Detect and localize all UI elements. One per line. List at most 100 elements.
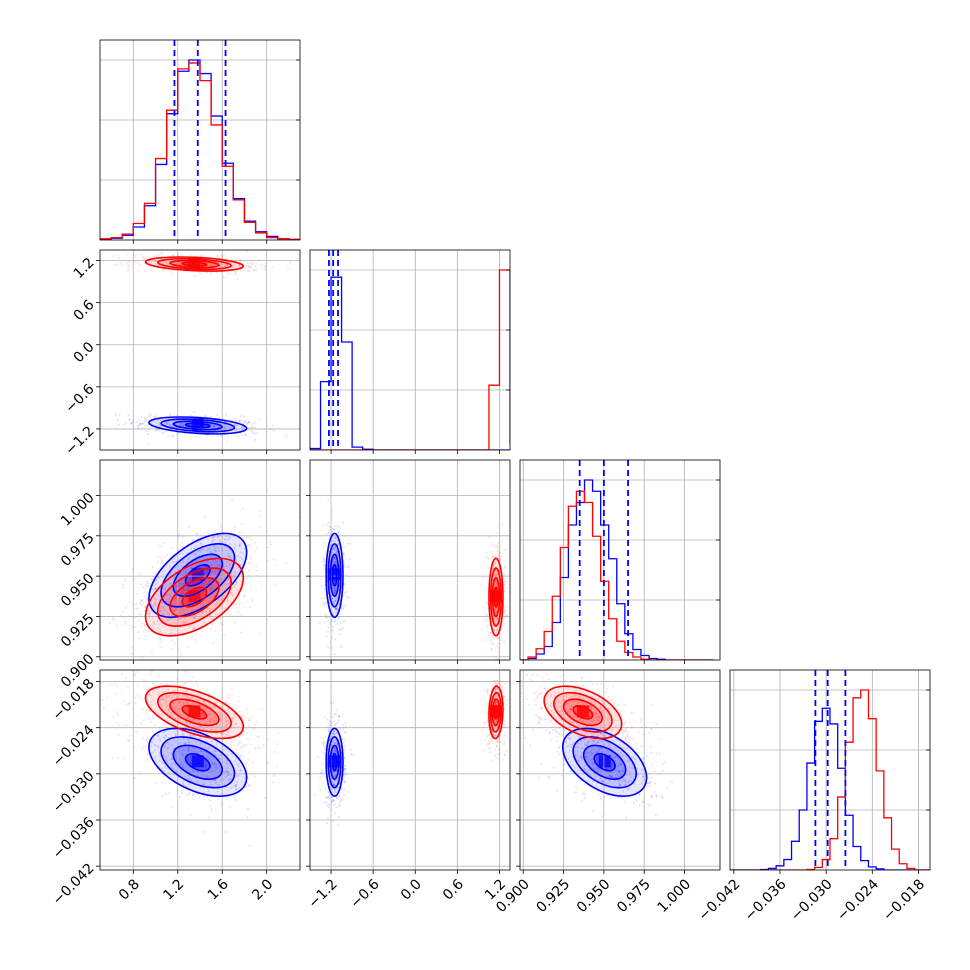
scatter-point <box>191 608 194 611</box>
scatter-point <box>324 621 327 624</box>
scatter-point <box>169 712 172 714</box>
scatter-point <box>344 767 347 770</box>
scatter-point <box>490 550 493 553</box>
scatter-point <box>334 536 337 539</box>
scatter-point <box>503 610 506 613</box>
scatter-point <box>324 597 326 600</box>
scatter-point <box>495 687 498 690</box>
scatter-point <box>489 632 492 635</box>
scatter-point <box>539 692 542 695</box>
scatter-point <box>234 423 236 426</box>
scatter-point <box>213 539 216 542</box>
scatter-point <box>576 750 579 753</box>
scatter-point <box>248 262 251 265</box>
scatter-point <box>600 707 602 710</box>
scatter-point <box>195 552 197 555</box>
scatter-point <box>250 598 253 600</box>
scatter-point <box>202 783 205 786</box>
scatter-point <box>609 775 612 778</box>
scatter-point <box>572 764 575 767</box>
scatter-point <box>224 541 227 544</box>
scatter-point <box>204 706 207 709</box>
scatter-point <box>496 740 499 743</box>
scatter-point <box>157 674 160 677</box>
scatter-point <box>590 751 593 754</box>
scatter-point <box>325 613 327 616</box>
scatter-point <box>185 695 188 698</box>
scatter-point <box>222 778 225 781</box>
scatter-point <box>236 743 239 746</box>
scatter-point <box>323 604 326 607</box>
scatter-point <box>495 611 498 614</box>
scatter-point <box>224 723 227 726</box>
scatter-point <box>213 594 216 597</box>
scatter-point <box>503 734 506 737</box>
scatter-point <box>210 587 213 590</box>
scatter-point <box>163 608 165 611</box>
scatter-point <box>211 595 214 598</box>
scatter-point <box>620 780 623 783</box>
scatter-point <box>334 561 337 563</box>
scatter-point <box>495 549 498 552</box>
scatter-point <box>503 590 506 592</box>
scatter-point <box>333 547 336 550</box>
scatter-point <box>329 623 332 625</box>
scatter-point <box>617 796 619 799</box>
scatter-point <box>331 732 334 735</box>
scatter-point <box>585 744 588 747</box>
scatter-point <box>154 623 157 626</box>
scatter-point <box>165 421 168 424</box>
scatter-point <box>194 638 197 641</box>
scatter-point <box>219 616 222 619</box>
scatter-point <box>164 734 167 737</box>
scatter-point <box>217 564 220 567</box>
scatter-point <box>272 558 275 561</box>
scatter-point <box>638 793 640 796</box>
scatter-point <box>214 584 216 587</box>
scatter-point <box>569 743 572 746</box>
scatter-point <box>349 749 352 752</box>
scatter-point <box>121 692 124 695</box>
scatter-point <box>334 742 337 745</box>
scatter-point <box>586 771 589 774</box>
scatter-point <box>327 645 330 648</box>
scatter-point <box>152 751 155 754</box>
scatter-point <box>552 711 555 714</box>
scatter-point <box>127 702 130 705</box>
scatter-point <box>336 553 339 556</box>
scatter-point <box>286 267 289 270</box>
scatter-point <box>224 717 227 720</box>
scatter-point <box>630 780 633 783</box>
scatter-point <box>333 620 336 623</box>
scatter-point <box>151 670 154 673</box>
scatter-point <box>322 741 325 744</box>
scatter-point <box>158 577 161 580</box>
scatter-point <box>162 431 165 434</box>
scatter-point <box>327 620 329 623</box>
scatter-point <box>333 561 336 564</box>
scatter-point <box>494 568 497 571</box>
scatter-point <box>636 774 639 777</box>
scatter-point <box>336 623 339 626</box>
scatter-point <box>184 742 187 745</box>
scatter-point <box>138 572 141 575</box>
scatter-point <box>247 545 250 548</box>
scatter-point <box>174 262 177 265</box>
scatter-point <box>189 735 192 738</box>
scatter-point <box>157 626 160 629</box>
scatter-point <box>240 746 243 749</box>
scatter-point <box>209 587 212 590</box>
scatter-point <box>189 586 192 589</box>
scatter-point <box>193 718 196 721</box>
scatter-point <box>164 430 167 433</box>
scatter-point <box>192 411 195 414</box>
scatter-point <box>160 419 163 422</box>
scatter-point <box>615 747 617 750</box>
scatter-point <box>498 668 500 670</box>
scatter-point <box>512 541 514 543</box>
scatter-point <box>188 793 190 796</box>
scatter-point <box>618 770 621 773</box>
scatter-point <box>164 793 167 796</box>
scatter-point <box>619 783 622 786</box>
scatter-point <box>133 702 136 705</box>
